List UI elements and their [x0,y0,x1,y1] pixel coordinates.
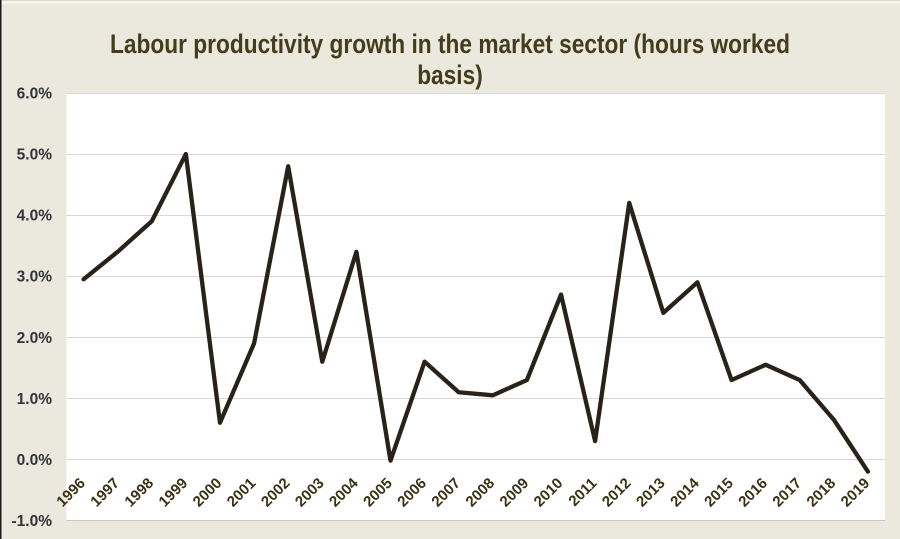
y-tick-label: 4.0% [17,208,53,225]
top-edge-highlight [0,1,900,4]
plot-area [66,93,885,521]
y-tick-label: 0.0% [17,452,53,469]
left-edge-line [0,0,2,539]
y-tick-label: -1.0% [12,513,53,530]
y-tick-label: 2.0% [17,330,53,347]
series-line [81,151,871,474]
y-tick-label: 3.0% [17,269,53,286]
y-tick-label: 5.0% [17,147,53,164]
chart-title-line1: Labour productivity growth in the market… [110,29,790,59]
y-axis-labels: -1.0% 0.0% 1.0% 2.0% 3.0% 4.0% 5.0% 6.0% [12,86,53,531]
y-tick-label: 6.0% [17,86,53,103]
gridlines-group [66,93,885,521]
chart-title-line2: basis) [417,60,483,90]
y-tick-label: 1.0% [17,391,53,408]
top-edge-line [0,0,900,2]
